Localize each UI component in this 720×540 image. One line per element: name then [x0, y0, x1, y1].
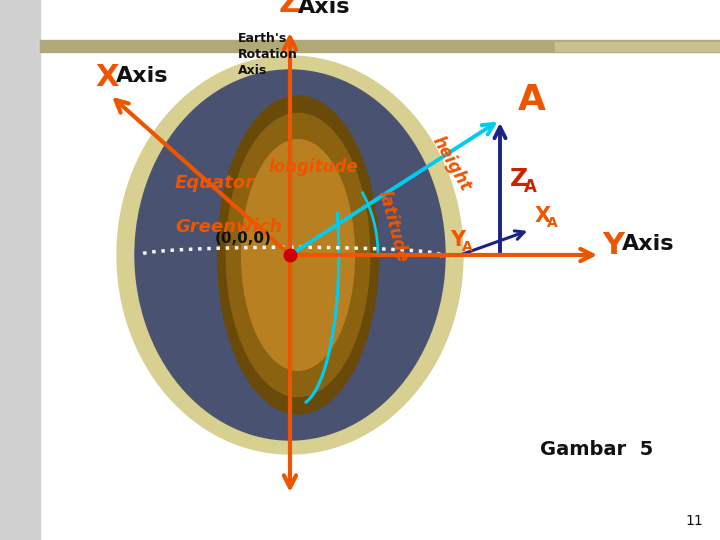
Text: Earth's
Rotation
Axis: Earth's Rotation Axis	[238, 32, 298, 77]
Text: Gambar  5: Gambar 5	[540, 440, 653, 459]
Ellipse shape	[117, 56, 463, 454]
Text: Greenwich: Greenwich	[175, 218, 282, 236]
Text: Y: Y	[450, 230, 465, 250]
Text: height: height	[428, 133, 474, 194]
Text: Y: Y	[602, 231, 624, 260]
Text: Equator: Equator	[175, 174, 255, 192]
Text: latitude: latitude	[374, 188, 410, 264]
Ellipse shape	[135, 70, 445, 440]
Text: longitude: longitude	[268, 158, 358, 176]
Ellipse shape	[226, 113, 370, 396]
Bar	[40, 40, 720, 52]
Text: 11: 11	[685, 514, 703, 528]
Text: A: A	[524, 179, 537, 197]
Ellipse shape	[217, 96, 379, 414]
Text: Z: Z	[279, 0, 301, 18]
Text: Axis: Axis	[116, 66, 168, 86]
Text: A: A	[547, 216, 558, 230]
Bar	[0, 0, 40, 540]
Ellipse shape	[242, 140, 354, 370]
Text: X: X	[95, 63, 119, 91]
Bar	[555, 42, 720, 51]
Text: A: A	[518, 83, 546, 117]
Text: Z: Z	[510, 167, 528, 192]
Text: Axis: Axis	[298, 0, 351, 17]
Text: Axis: Axis	[622, 234, 675, 254]
Text: A: A	[462, 240, 473, 254]
Text: X: X	[535, 206, 551, 226]
Text: (0,0,0): (0,0,0)	[215, 231, 272, 246]
